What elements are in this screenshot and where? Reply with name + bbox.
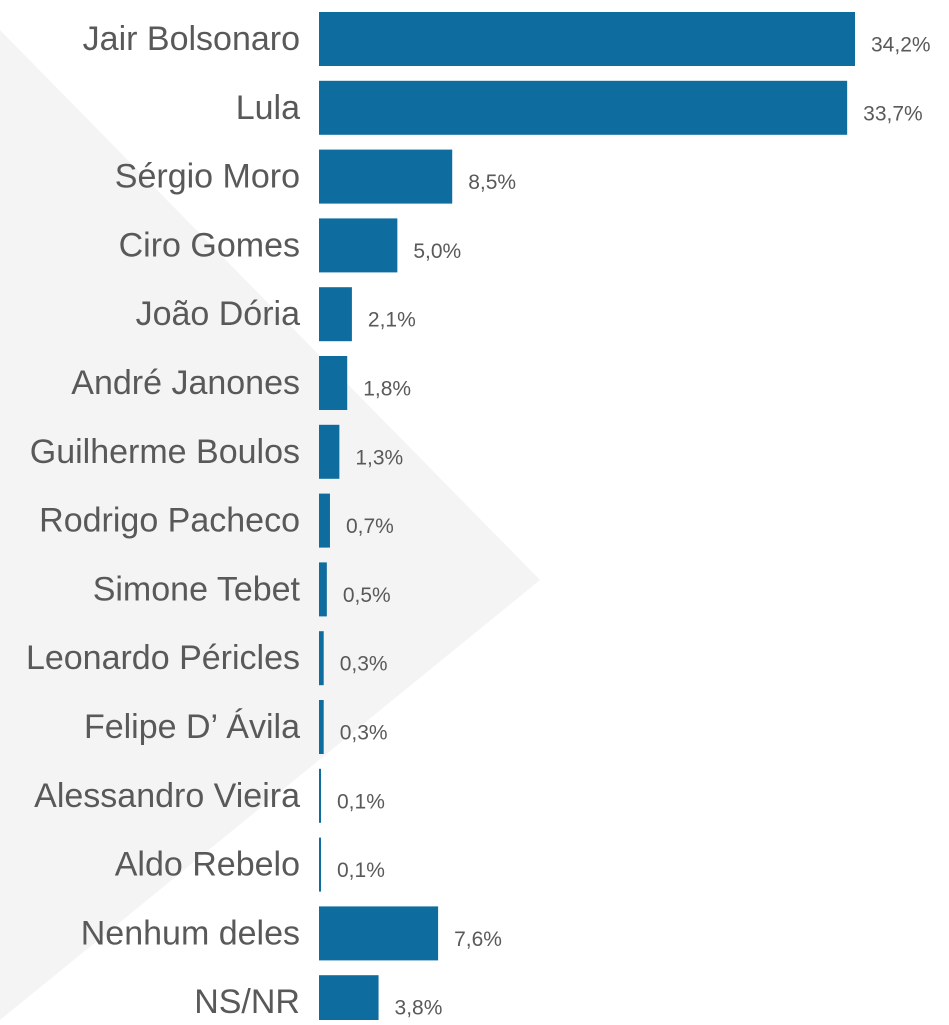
- bar: [319, 700, 324, 754]
- category-label: João Dória: [136, 295, 301, 333]
- bar: [319, 80, 848, 135]
- category-label: Leonardo Péricles: [26, 639, 300, 677]
- value-label: 0,7%: [346, 515, 394, 538]
- bar: [319, 149, 453, 204]
- category-label: NS/NR: [194, 983, 300, 1020]
- value-label: 33,7%: [863, 102, 923, 125]
- category-label: Felipe D’ Ávila: [84, 708, 300, 746]
- category-label: Sérgio Moro: [115, 158, 300, 196]
- category-label: Lula: [236, 89, 300, 127]
- value-label: 0,1%: [337, 790, 385, 813]
- background-chevron-shape: [0, 30, 540, 1020]
- category-label: Jair Bolsonaro: [83, 20, 300, 58]
- category-label: Rodrigo Pacheco: [39, 502, 300, 540]
- category-label: Guilherme Boulos: [30, 433, 300, 471]
- value-label: 0,3%: [340, 722, 388, 745]
- category-label: André Janones: [71, 364, 300, 402]
- value-label: 5,0%: [413, 240, 461, 263]
- bar: [319, 975, 379, 1025]
- category-label: Aldo Rebelo: [115, 846, 300, 884]
- bar: [319, 768, 321, 823]
- value-label: 1,8%: [363, 378, 411, 401]
- category-label: Alessandro Vieira: [34, 777, 300, 815]
- value-label: 0,3%: [340, 653, 388, 676]
- value-label: 34,2%: [871, 34, 931, 57]
- category-label: Simone Tebet: [93, 570, 301, 608]
- value-label: 1,3%: [355, 446, 403, 469]
- bar: [319, 906, 439, 961]
- bar: [319, 562, 327, 617]
- bar: [319, 218, 398, 273]
- bar: [319, 12, 855, 66]
- value-label: 2,1%: [368, 309, 416, 332]
- bar: [319, 287, 352, 342]
- value-label: 7,6%: [454, 928, 502, 951]
- chart-rows: Jair Bolsonaro 34,2% Lula 33,7% Sérgio Moro 8…: [26, 12, 931, 1025]
- value-label: 8,5%: [468, 171, 516, 194]
- bar: [319, 493, 330, 548]
- bar: [319, 424, 340, 479]
- value-label: 3,8%: [395, 997, 443, 1020]
- category-label: Ciro Gomes: [119, 226, 300, 264]
- value-label: 0,5%: [343, 584, 391, 607]
- bar: [319, 837, 321, 892]
- bar: [319, 356, 348, 410]
- category-label: Nenhum deles: [81, 914, 300, 952]
- bar: [319, 631, 324, 686]
- value-label: 0,1%: [337, 859, 385, 882]
